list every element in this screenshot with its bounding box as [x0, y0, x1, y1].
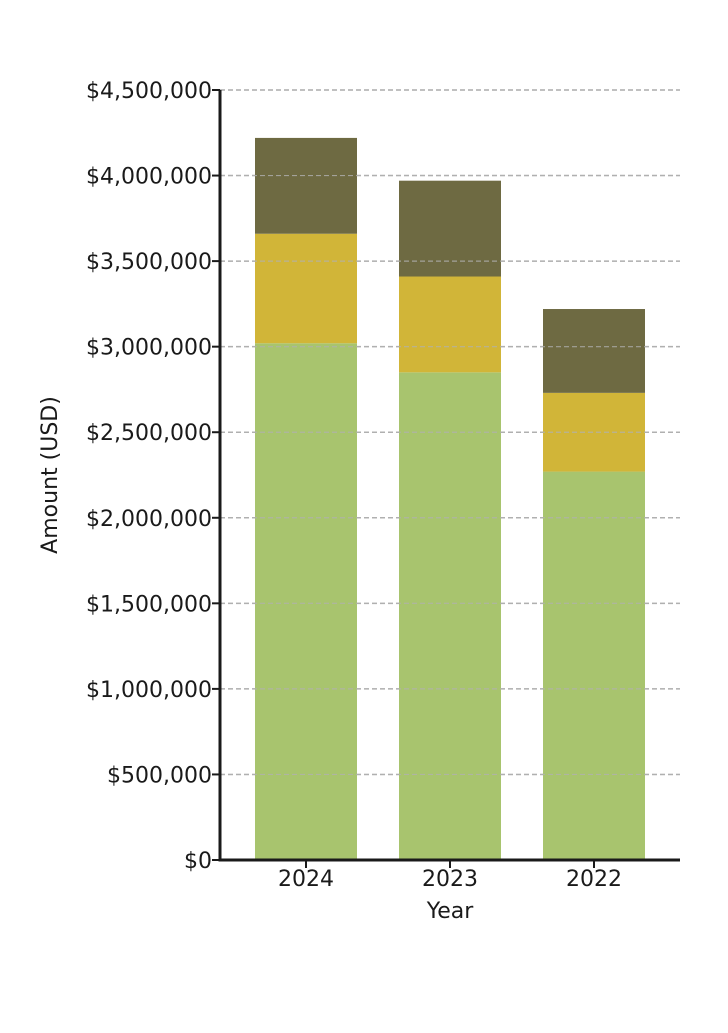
x-tick-label: 2024 [278, 867, 334, 892]
x-tick-label: 2022 [566, 867, 622, 892]
bar-segment-2022-series-3 [543, 309, 645, 393]
y-tick-label: $1,500,000 [86, 592, 212, 617]
bar-segment-2023-series-1 [399, 372, 501, 860]
bar-segment-2022-series-1 [543, 471, 645, 860]
y-tick-label: $500,000 [107, 763, 212, 788]
bar-segment-2023-series-2 [399, 276, 501, 373]
gridlines-overlay [220, 89, 680, 776]
bar-segment-2023-series-3 [399, 180, 501, 277]
x-axis-title: Year [426, 899, 475, 924]
x-tick-label: 2023 [422, 867, 478, 892]
y-axis-title: Amount (USD) [38, 396, 63, 554]
y-tick-label: $4,000,000 [86, 165, 212, 190]
y-tick-label: $4,500,000 [86, 79, 212, 104]
y-tick-label: $0 [184, 849, 212, 874]
bars [255, 137, 645, 860]
x-axis-ticks: 2024 2023 2022 [278, 860, 622, 892]
bar-segment-2024-series-2 [255, 233, 357, 344]
y-tick-label: $3,000,000 [86, 336, 212, 361]
y-tick-label: $2,500,000 [86, 421, 212, 446]
bar-segment-2024-series-1 [255, 343, 357, 860]
y-axis-ticks: $0 $500,000 $1,000,000 $1,500,000 $2,000,000… [86, 79, 220, 874]
y-tick-label: $3,500,000 [86, 250, 212, 275]
y-tick-label: $2,000,000 [86, 507, 212, 532]
bar-segment-2024-series-3 [255, 137, 357, 234]
y-tick-label: $1,000,000 [86, 678, 212, 703]
